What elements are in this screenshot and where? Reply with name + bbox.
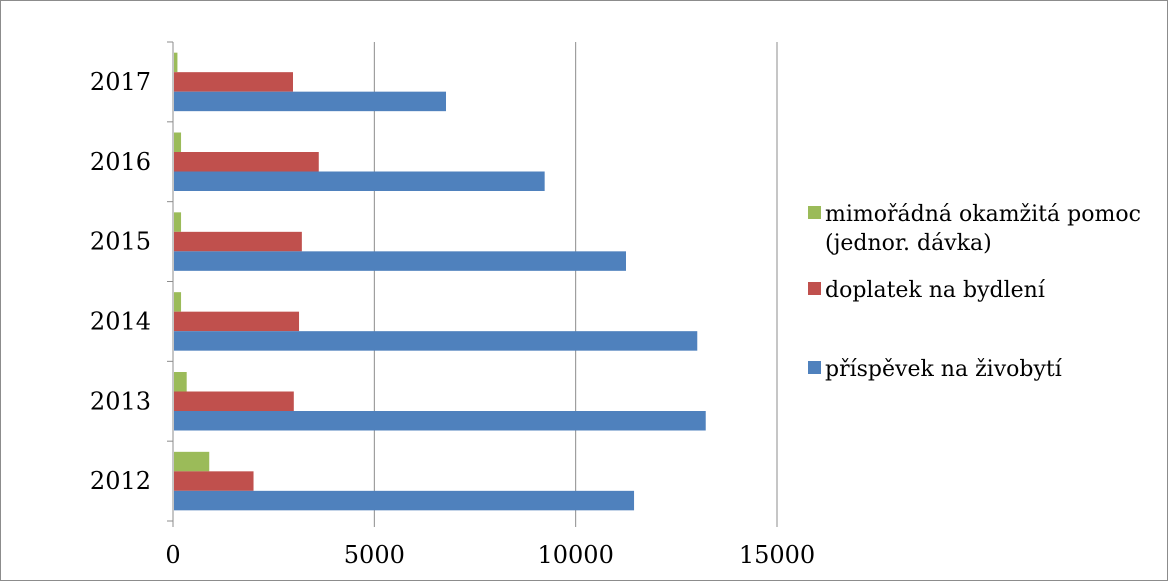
bar-2014-series-0 [174,331,698,351]
y-tick-label: 2017 [90,68,151,96]
bar-2016-series-0 [174,171,545,191]
bar-2014-series-1 [174,311,300,332]
y-tick-label: 2013 [90,387,151,415]
x-tick-label: 5000 [344,541,405,569]
y-tick-label: 2016 [90,148,151,176]
bar-2017-series-0 [174,91,447,112]
legend-label-series-2: (jednor. dávka) [825,231,992,256]
bar-2013-series-2 [174,372,187,392]
y-tick-label: 2014 [90,307,151,335]
legend-swatch-series-2 [808,206,821,219]
x-tick-label: 0 [165,541,180,569]
bar-2013-series-1 [174,391,294,411]
bar-2012-series-2 [174,451,210,472]
legend-swatch-series-1 [808,282,821,295]
x-tick-label: 15000 [739,541,815,569]
legend-swatch-series-0 [808,361,821,374]
bar-2012-series-1 [174,471,254,491]
bar-2015-series-0 [174,251,626,271]
bar-2016-series-1 [174,152,319,172]
legend-label-series-1: doplatek na bydlení [825,278,1046,303]
bar-2013-series-0 [174,411,706,431]
bar-2015-series-1 [174,231,302,252]
y-tick-label: 2012 [90,467,151,495]
bar-2015-series-2 [174,212,182,232]
bar-2017-series-2 [174,52,178,73]
x-tick-label: 10000 [537,541,613,569]
bar-2014-series-2 [174,292,182,312]
y-tick-label: 2015 [90,228,151,256]
bar-2016-series-2 [174,132,182,152]
bar-2012-series-0 [174,490,635,511]
legend-label-series-2: mimořádná okamžitá pomoc [825,202,1141,227]
bar-2017-series-1 [174,72,293,92]
legend-label-series-0: příspěvek na živobytí [825,357,1063,382]
